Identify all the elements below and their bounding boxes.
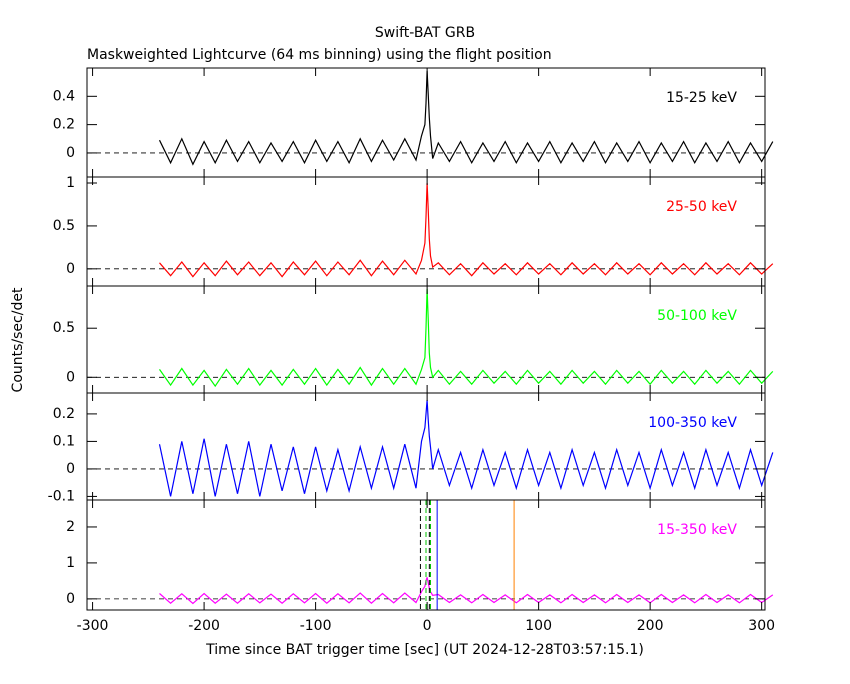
x-tick-label: 300	[748, 618, 775, 634]
panel-label: 50-100 keV	[657, 308, 737, 324]
x-axis-label: Time since BAT trigger time [sec] (UT 20…	[205, 642, 644, 658]
y-tick-label: 0.2	[53, 406, 75, 422]
panel-label: 15-25 keV	[666, 90, 737, 106]
chart-title: Swift-BAT GRB	[375, 25, 475, 41]
y-axis-label: Counts/sec/det	[10, 287, 26, 392]
y-tick-label: 0.5	[53, 320, 75, 336]
y-tick-label: 0.5	[53, 218, 75, 234]
y-tick-label: 0	[66, 461, 75, 477]
y-tick-label: -0.1	[48, 488, 75, 504]
panel-frame	[86, 499, 766, 611]
y-tick-label: 0.4	[53, 88, 75, 104]
lightcurve	[158, 400, 774, 497]
y-tick-label: 0	[66, 369, 75, 385]
chart-subtitle: Maskweighted Lightcurve (64 ms binning) …	[87, 47, 552, 63]
y-tick-label: 0	[66, 591, 75, 607]
y-tick-label: 0	[66, 261, 75, 277]
y-tick-label: 0.2	[53, 117, 75, 133]
y-tick-label: 1	[66, 555, 75, 571]
lightcurve	[159, 288, 774, 388]
lightcurve	[159, 182, 774, 278]
x-tick-label: -200	[188, 618, 220, 634]
lightcurve	[159, 577, 774, 605]
x-tick-label: -300	[77, 618, 109, 634]
y-tick-label: 0.1	[53, 433, 75, 449]
x-tick-label: 200	[637, 618, 664, 634]
x-tick-label: -100	[300, 618, 332, 634]
lightcurve	[158, 70, 774, 166]
x-tick-label: 0	[423, 618, 432, 634]
panel-label: 100-350 keV	[648, 415, 737, 431]
y-tick-label: 2	[66, 519, 75, 535]
panel-label: 25-50 keV	[666, 199, 737, 215]
panel-label: 15-350 keV	[657, 522, 737, 538]
x-tick-label: 100	[525, 618, 552, 634]
y-tick-label: 0	[66, 145, 75, 161]
y-tick-label: 1	[66, 175, 75, 191]
